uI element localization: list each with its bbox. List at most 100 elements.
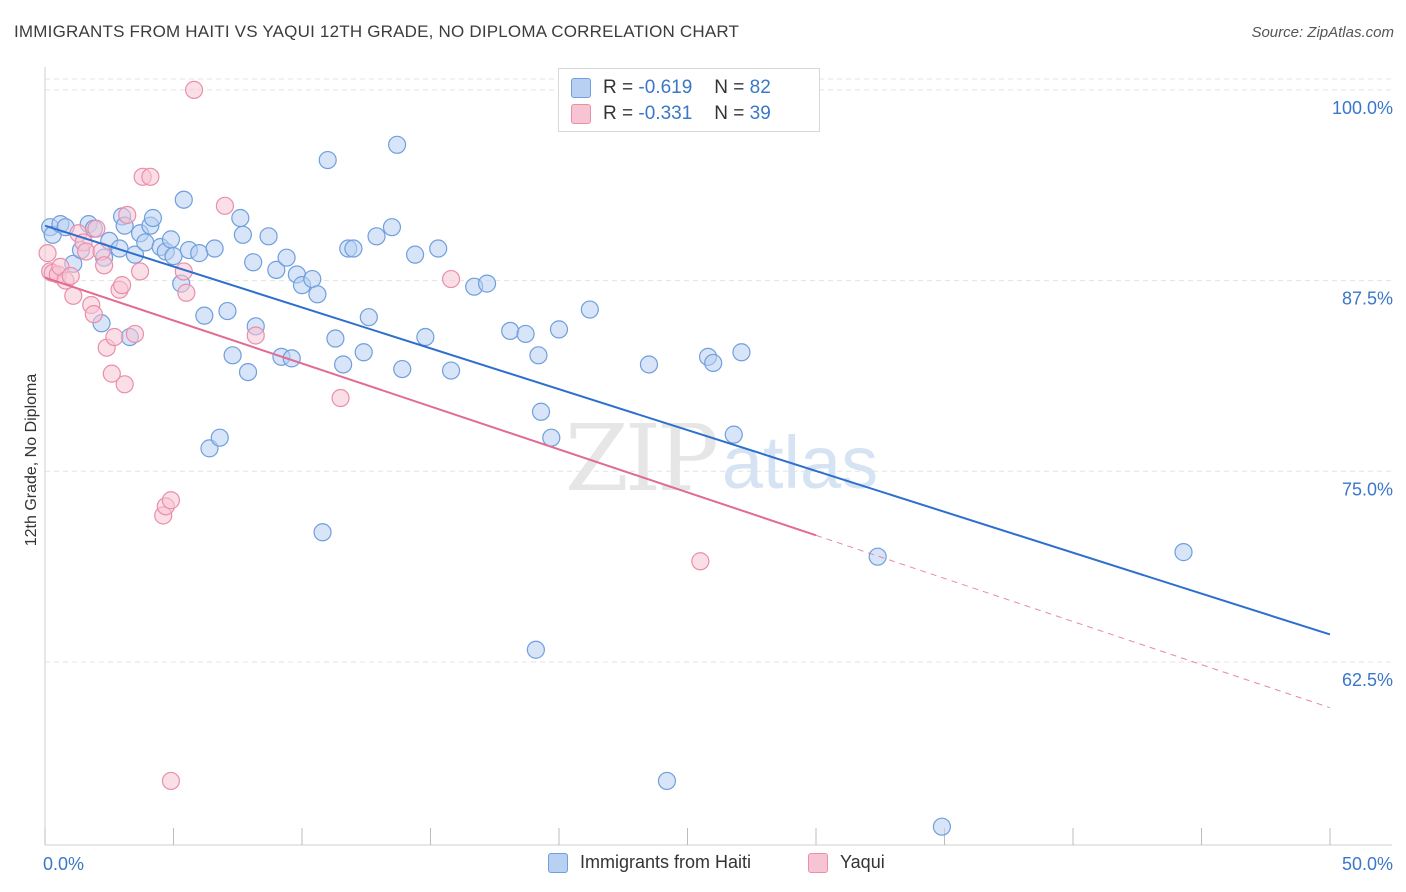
legend-r-value-haiti: -0.619	[638, 77, 693, 98]
data-point-haiti	[529, 346, 548, 365]
legend-r-label: R =	[603, 77, 634, 98]
data-point-yaqui	[61, 266, 80, 286]
correlation-legend: R = -0.619 N = 82 R = -0.331 N = 39	[558, 68, 820, 132]
data-point-haiti	[639, 355, 659, 374]
data-point-yaqui	[84, 305, 103, 324]
data-point-haiti	[549, 320, 569, 339]
data-point-yaqui	[112, 276, 132, 295]
data-point-haiti	[210, 428, 229, 447]
tick-labels: 62.5% 75.0% 87.5% 100.0% 0.0% 50.0%	[43, 98, 1393, 874]
data-point-haiti	[161, 230, 181, 249]
data-point-haiti	[233, 225, 252, 244]
data-point-yaqui	[174, 262, 193, 281]
data-point-haiti	[868, 547, 887, 566]
data-point-yaqui	[125, 324, 145, 344]
data-point-yaqui	[38, 244, 57, 263]
data-point-yaqui	[331, 388, 350, 408]
data-point-haiti	[277, 248, 296, 267]
legend-n-label: N =	[714, 77, 745, 98]
y-tick-label: 62.5%	[1342, 670, 1393, 690]
data-point-haiti	[143, 208, 163, 228]
chart-title: IMMIGRANTS FROM HAITI VS YAQUI 12TH GRAD…	[14, 22, 740, 41]
data-points	[38, 80, 1193, 836]
data-point-haiti	[231, 208, 250, 228]
data-point-haiti	[190, 244, 209, 263]
legend-n-label: N =	[714, 103, 745, 124]
data-point-yaqui	[441, 269, 461, 289]
data-point-haiti	[326, 329, 345, 348]
legend-swatch-haiti	[571, 78, 591, 98]
y-tick-label: 75.0%	[1342, 479, 1393, 499]
legend-swatch-yaqui	[808, 852, 828, 873]
data-point-haiti	[405, 245, 425, 264]
data-point-haiti	[477, 274, 497, 293]
data-point-haiti	[704, 353, 723, 373]
trend-line-haiti	[44, 224, 1331, 636]
data-point-yaqui	[115, 375, 134, 394]
data-point-haiti	[531, 402, 551, 421]
legend-row-yaqui: R = -0.331 N = 39	[571, 102, 771, 126]
data-point-yaqui	[130, 262, 150, 281]
data-point-haiti	[393, 359, 412, 379]
data-point-haiti	[223, 346, 242, 365]
legend-swatch-haiti	[548, 852, 568, 873]
data-point-yaqui	[215, 196, 234, 215]
data-point-yaqui	[161, 491, 181, 510]
axes	[44, 67, 1392, 846]
data-point-yaqui	[246, 326, 265, 345]
data-point-haiti	[429, 239, 448, 258]
legend-item-yaqui: Yaqui	[808, 852, 885, 873]
data-point-yaqui	[184, 80, 204, 99]
data-point-haiti	[354, 343, 373, 362]
legend-n-value-yaqui: 39	[749, 103, 771, 124]
data-point-haiti	[359, 308, 378, 327]
data-point-haiti	[318, 150, 337, 170]
data-point-haiti	[542, 428, 561, 447]
data-point-haiti	[282, 349, 301, 368]
data-point-haiti	[267, 260, 286, 279]
data-point-haiti	[1174, 543, 1193, 562]
data-point-haiti	[387, 135, 407, 154]
data-point-haiti	[174, 190, 193, 209]
chart-source: Source: ZipAtlas.com	[1251, 24, 1394, 41]
data-point-haiti	[303, 269, 322, 289]
data-point-yaqui	[141, 167, 160, 186]
data-point-haiti	[501, 321, 520, 341]
y-tick-label: 100.0%	[1332, 98, 1393, 118]
data-point-haiti	[732, 343, 751, 362]
data-point-haiti	[244, 253, 263, 272]
trend-line-yaqui	[44, 276, 817, 537]
data-point-haiti	[367, 227, 386, 246]
data-point-haiti	[218, 301, 237, 321]
data-point-haiti	[932, 817, 952, 836]
legend-n-value-haiti: 82	[749, 77, 771, 98]
data-point-haiti	[724, 425, 743, 444]
data-point-haiti	[205, 239, 224, 258]
trend-lines	[44, 224, 1331, 709]
data-point-yaqui	[105, 327, 124, 347]
legend-r-value-yaqui: -0.331	[638, 103, 693, 124]
data-point-yaqui	[691, 552, 710, 571]
legend-label-haiti: Immigrants from Haiti	[580, 852, 752, 872]
data-point-haiti	[259, 227, 278, 246]
series-legend: Immigrants from Haiti Yaqui	[0, 852, 1406, 878]
data-point-haiti	[441, 361, 461, 380]
watermark-atlas: atlas	[722, 421, 878, 504]
legend-label-yaqui: Yaqui	[840, 852, 885, 872]
data-point-yaqui	[177, 283, 196, 302]
data-point-haiti	[313, 523, 332, 542]
data-point-yaqui	[77, 242, 96, 261]
watermark: ZIP atlas	[565, 405, 878, 512]
data-point-haiti	[526, 640, 545, 659]
y-tick-label: 87.5%	[1342, 289, 1393, 309]
data-point-haiti	[580, 300, 599, 319]
data-point-haiti	[195, 306, 214, 325]
data-point-yaqui	[102, 364, 121, 383]
x-tick-label: 0.0%	[43, 854, 84, 874]
data-point-haiti	[657, 771, 677, 791]
x-tick-label: 50.0%	[1342, 854, 1393, 874]
data-point-haiti	[516, 324, 535, 344]
data-point-haiti	[164, 247, 183, 266]
legend-r-label: R =	[603, 103, 634, 124]
